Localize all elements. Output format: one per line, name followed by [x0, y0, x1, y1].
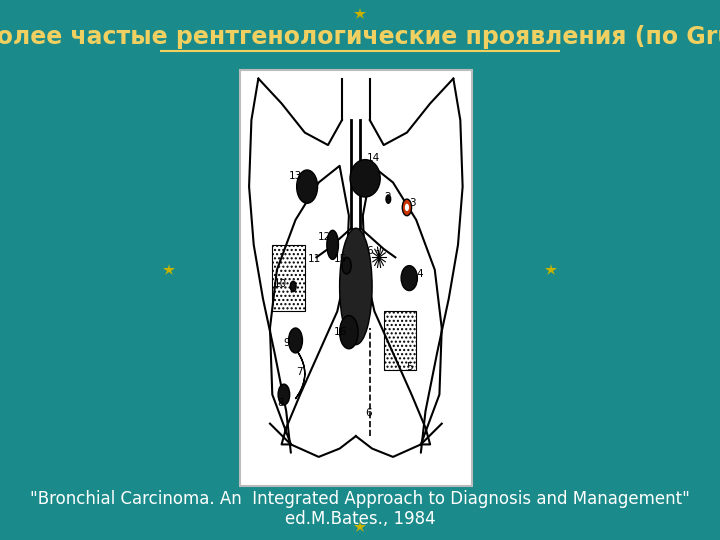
- Text: 16: 16: [334, 327, 347, 337]
- Ellipse shape: [402, 199, 412, 215]
- Text: 3: 3: [410, 198, 416, 208]
- Text: 12: 12: [318, 232, 331, 241]
- Text: 6: 6: [365, 408, 372, 418]
- Text: 15: 15: [334, 254, 347, 265]
- Ellipse shape: [401, 266, 418, 291]
- Ellipse shape: [405, 204, 409, 211]
- Bar: [240, 70, 472, 486]
- Ellipse shape: [297, 170, 318, 203]
- Ellipse shape: [340, 315, 358, 349]
- Ellipse shape: [278, 384, 289, 405]
- Text: Наиболее частые рентгенологические проявления (по Grunze): Наиболее частые рентгенологические прояв…: [0, 24, 720, 49]
- Ellipse shape: [342, 258, 351, 274]
- Ellipse shape: [289, 328, 302, 353]
- Text: 6: 6: [366, 246, 373, 256]
- Ellipse shape: [386, 195, 391, 203]
- Text: ed.M.Bates., 1984: ed.M.Bates., 1984: [284, 510, 436, 529]
- Text: 11: 11: [307, 254, 320, 265]
- Text: "Bronchial Carcinoma. An  Integrated Approach to Diagnosis and Management": "Bronchial Carcinoma. An Integrated Appr…: [30, 490, 690, 509]
- Ellipse shape: [340, 228, 372, 345]
- Ellipse shape: [350, 160, 380, 197]
- Text: 14: 14: [366, 152, 380, 163]
- Text: 9: 9: [283, 338, 289, 348]
- Bar: [272, 245, 305, 312]
- Text: 7: 7: [296, 367, 302, 377]
- Text: 1: 1: [374, 250, 381, 260]
- Text: 10: 10: [274, 279, 287, 289]
- Text: 4: 4: [416, 269, 423, 279]
- Text: 5: 5: [406, 362, 413, 373]
- Text: 8: 8: [277, 398, 284, 408]
- Ellipse shape: [327, 230, 338, 259]
- Text: 2: 2: [384, 192, 390, 202]
- Bar: [384, 312, 416, 369]
- Text: 13: 13: [289, 171, 302, 181]
- Ellipse shape: [290, 281, 296, 292]
